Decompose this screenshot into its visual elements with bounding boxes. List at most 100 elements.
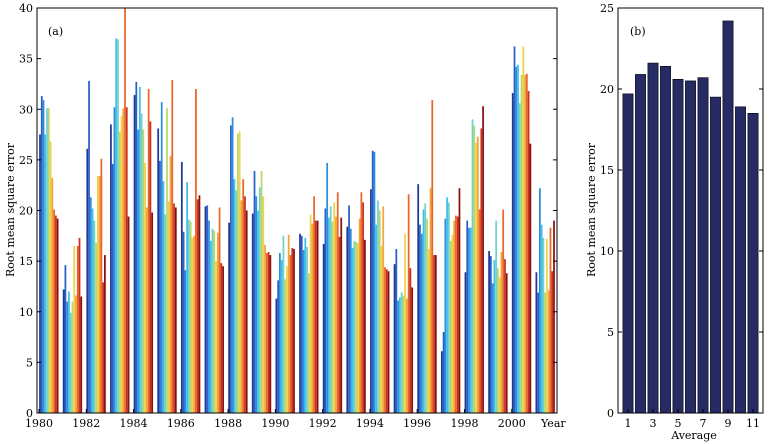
bar-1984-s1 xyxy=(133,95,136,413)
bar-1999-s1 xyxy=(488,251,490,413)
bar-1986-s6 xyxy=(189,221,192,413)
bar-1983-s5 xyxy=(117,39,119,413)
x-tick-label-5: 5 xyxy=(675,417,682,430)
bar-2000-s2 xyxy=(513,46,516,413)
x-tick-label-9: 9 xyxy=(725,417,732,430)
bar-1988-s2 xyxy=(229,125,232,413)
bar-2000-s4 xyxy=(517,64,519,413)
bar-1987-s7 xyxy=(215,261,217,414)
bar-1991-s5 xyxy=(306,246,308,413)
bar-1985-s3 xyxy=(160,102,163,413)
bar-1989-s11 xyxy=(269,255,272,413)
bar-1988-s10 xyxy=(244,196,246,413)
average-bar-1 xyxy=(622,93,634,414)
bar-1980-s2 xyxy=(40,96,43,413)
bar-2001-s3 xyxy=(539,188,541,413)
bar-1996-s9 xyxy=(431,100,434,413)
bar-2000-s3 xyxy=(515,66,518,413)
bar-1994-s8 xyxy=(382,206,385,413)
bar-1999-s9 xyxy=(502,209,505,413)
bar-1993-s7 xyxy=(356,242,359,413)
bar-1990-s1 xyxy=(275,298,278,413)
bar-1990-s4 xyxy=(280,260,283,413)
bar-1984-s11 xyxy=(151,212,154,413)
bar-1982-s11 xyxy=(104,255,106,413)
y-tick-label: 0 xyxy=(26,407,33,420)
bar-1992-s1 xyxy=(322,243,325,413)
bar-1982-s6 xyxy=(95,242,97,413)
bar-1996-s10 xyxy=(433,255,435,413)
bar-2001-s2 xyxy=(537,292,540,413)
bar-1991-s3 xyxy=(302,249,305,413)
bar-1981-s10 xyxy=(78,237,81,413)
bar-1992-s5 xyxy=(329,206,332,413)
bar-2001-s7 xyxy=(546,238,548,413)
bar-1980-s3 xyxy=(42,100,45,413)
panel-b-y-ticks: 0 5 10 15 20 25 xyxy=(600,2,763,420)
bar-2001-s10 xyxy=(551,271,554,413)
y-tick-label: 15 xyxy=(19,255,33,268)
bar-1981-s9 xyxy=(76,245,79,413)
bar-1992-s9 xyxy=(336,192,339,413)
bar-1988-s3 xyxy=(231,117,234,413)
bar-1985-s9 xyxy=(171,79,174,413)
x-tick-label-1986: 1986 xyxy=(167,417,195,430)
bar-1996-s1 xyxy=(417,184,420,413)
bar-1996-s6 xyxy=(426,218,428,413)
bar-1988-s7 xyxy=(238,131,241,413)
bar-1996-s8 xyxy=(429,188,432,413)
bar-1995-s10 xyxy=(409,268,412,413)
bar-1999-s3 xyxy=(491,283,494,413)
x-tick-label-1980: 1980 xyxy=(25,417,53,430)
bar-1992-s11 xyxy=(340,217,343,413)
bar-1983-s3 xyxy=(113,107,116,413)
bar-1989-s6 xyxy=(260,171,263,413)
bar-1984-s9 xyxy=(147,89,150,413)
bar-1981-s8 xyxy=(75,295,77,413)
bar-2000-s7 xyxy=(522,46,525,413)
bar-1992-s4 xyxy=(328,217,330,413)
bar-1998-s5 xyxy=(471,119,474,414)
bar-1988-s11 xyxy=(245,210,248,413)
x-tick-label-1990: 1990 xyxy=(261,417,289,430)
y-tick-label: 0 xyxy=(607,407,614,420)
panel-a-y-ticks: 0 5 10 15 20 25 30 35 40 xyxy=(19,2,557,420)
panel-b-label: (b) xyxy=(630,25,646,38)
bar-1984-s7 xyxy=(144,162,146,413)
bar-1997-s9 xyxy=(455,215,457,413)
bar-1996-s4 xyxy=(422,209,425,413)
bar-1990-s8 xyxy=(287,234,290,413)
bar-1989-s1 xyxy=(251,213,254,413)
bar-1999-s8 xyxy=(500,252,503,413)
y-tick-label: 20 xyxy=(19,205,33,218)
bar-1982-s9 xyxy=(100,158,103,413)
bar-1985-s10 xyxy=(173,203,175,413)
bar-1994-s4 xyxy=(375,224,378,413)
bar-1981-s6 xyxy=(71,301,74,414)
x-tick-label-1998: 1998 xyxy=(450,417,478,430)
bar-1991-s1 xyxy=(299,233,301,413)
y-tick-label: 25 xyxy=(19,154,33,167)
bar-1989-s2 xyxy=(253,171,256,413)
bar-1996-s2 xyxy=(419,224,421,413)
bar-1995-s8 xyxy=(406,298,408,413)
bar-1981-s5 xyxy=(69,312,72,413)
panel-a-y-axis-label: Root mean square error xyxy=(4,142,17,277)
bar-1993-s8 xyxy=(358,218,361,413)
panel-b-x-axis-label: Average xyxy=(670,429,717,442)
bar-1994-s2 xyxy=(371,150,374,413)
bar-1993-s10 xyxy=(362,202,365,413)
bar-1987-s1 xyxy=(204,206,207,413)
bar-1989-s7 xyxy=(262,196,265,413)
bar-1987-s8 xyxy=(216,232,219,413)
panel-a-bars xyxy=(39,8,555,414)
bar-1988-s8 xyxy=(240,200,243,414)
panel-a-bar-chart: 0 5 10 15 20 25 30 35 40 1980 1982 1984 1986 1988 199… xyxy=(4,2,566,430)
bar-1980-s5 xyxy=(46,108,48,414)
bar-1985-s1 xyxy=(157,128,160,414)
bar-1990-s3 xyxy=(279,253,281,413)
bar-1986-s4 xyxy=(186,182,188,413)
bar-1990-s2 xyxy=(277,280,280,413)
bar-1982-s10 xyxy=(102,282,105,413)
bar-1982-s5 xyxy=(93,220,96,414)
